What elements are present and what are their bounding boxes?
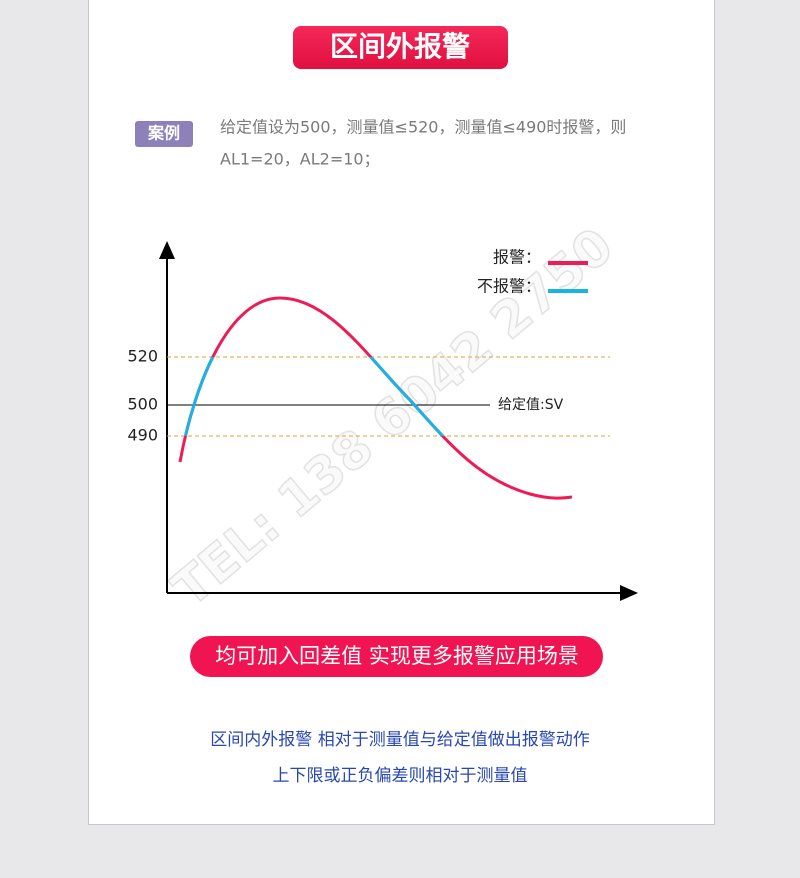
note: 上下限或正负偏差则相对于测量值	[273, 766, 528, 786]
watermark: TEL: 138 6042 2750	[162, 217, 624, 618]
y-label: 500	[127, 395, 158, 414]
banner: 均可加入回差值 实现更多报警应用场景	[215, 644, 579, 668]
legend-label: 不报警：	[477, 277, 541, 296]
title-pill	[293, 26, 508, 69]
title: 区间外报警	[330, 30, 470, 63]
curve-normal	[183, 357, 445, 436]
case-text: AL1=20，AL2=10；	[220, 150, 380, 169]
y-label: 520	[127, 347, 158, 366]
y-label: 490	[127, 426, 158, 445]
case-badge	[135, 121, 193, 147]
case-text: 给定值设为500，测量值≤520，测量值≤490时报警，则	[220, 118, 626, 137]
legend-label: 报警：	[493, 248, 541, 267]
banner-pill	[190, 636, 603, 677]
case-badge-text: 案例	[147, 124, 180, 143]
sv-label: 给定值:SV	[498, 397, 564, 413]
note: 区间内外报警 相对于测量值与给定值做出报警动作	[210, 730, 589, 750]
